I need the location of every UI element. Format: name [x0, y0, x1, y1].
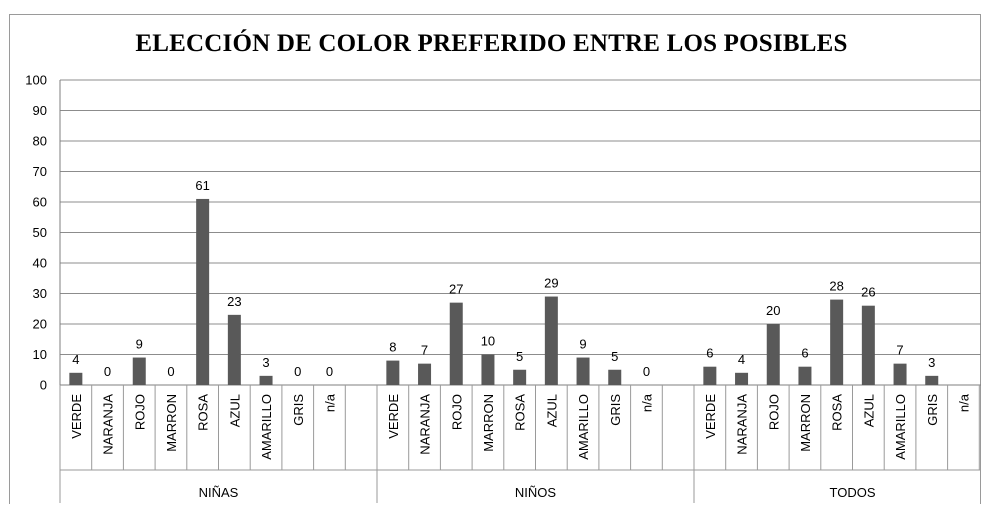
data-label: 9 [136, 337, 143, 352]
data-label: 28 [829, 279, 843, 294]
category-label: AZUL [544, 394, 559, 427]
bar [259, 375, 273, 385]
category-label: n/a [639, 393, 654, 412]
bar [69, 372, 83, 385]
category-label: ROJO [766, 394, 781, 430]
group-label: NIÑOS [515, 485, 557, 500]
data-label: 6 [706, 346, 713, 361]
category-label: NARANJA [101, 394, 116, 455]
bar [544, 296, 558, 385]
category-label: VERDE [703, 394, 718, 439]
y-tick-label: 30 [33, 286, 47, 301]
data-label: 0 [643, 364, 650, 379]
category-label: ROSA [513, 394, 528, 431]
bar [830, 299, 844, 385]
data-label: 10 [481, 334, 495, 349]
data-label: 6 [801, 346, 808, 361]
bar [227, 314, 241, 385]
category-label: GRIS [608, 394, 623, 426]
data-label: 4 [72, 352, 79, 367]
category-label: VERDE [386, 394, 401, 439]
category-label: GRIS [291, 394, 306, 426]
category-label: n/a [322, 393, 337, 412]
data-label: 0 [104, 364, 111, 379]
bar [766, 324, 780, 385]
bar [925, 375, 939, 385]
category-label: MARRON [798, 394, 813, 452]
bar [703, 366, 717, 385]
data-label: 5 [611, 349, 618, 364]
data-label: 0 [326, 364, 333, 379]
data-label: 27 [449, 282, 463, 297]
category-label: AZUL [861, 394, 876, 427]
y-tick-label: 10 [33, 347, 47, 362]
chart-area [9, 14, 981, 504]
bar [576, 357, 590, 385]
bar [893, 363, 907, 385]
data-label: 4 [738, 352, 745, 367]
category-label: ROJO [132, 394, 147, 430]
data-label: 0 [167, 364, 174, 379]
category-label: n/a [956, 393, 971, 412]
category-label: AMARILLO [893, 394, 908, 460]
bar [196, 198, 210, 385]
y-tick-label: 40 [33, 256, 47, 271]
category-label: AMARILLO [259, 394, 274, 460]
bar [481, 354, 495, 385]
data-label: 0 [294, 364, 301, 379]
data-label: 8 [389, 340, 396, 355]
data-label: 29 [544, 276, 558, 291]
data-label: 26 [861, 285, 875, 300]
category-label: GRIS [925, 394, 940, 426]
data-label: 23 [227, 294, 241, 309]
category-label: ROSA [196, 394, 211, 431]
category-label: ROSA [830, 394, 845, 431]
bar [608, 369, 622, 385]
data-label: 61 [195, 178, 209, 193]
category-label: MARRON [164, 394, 179, 452]
data-label: 3 [262, 355, 269, 370]
category-label: NARANJA [418, 394, 433, 455]
bar [449, 302, 463, 385]
data-label: 5 [516, 349, 523, 364]
group-label: NIÑAS [199, 485, 239, 500]
bar [735, 372, 749, 385]
category-label: ROJO [449, 394, 464, 430]
data-label: 9 [579, 337, 586, 352]
data-label: 3 [928, 355, 935, 370]
category-label: MARRON [481, 394, 496, 452]
y-tick-label: 80 [33, 134, 47, 149]
data-label: 7 [896, 343, 903, 358]
bar [418, 363, 432, 385]
y-tick-label: 60 [33, 195, 47, 210]
y-tick-label: 20 [33, 317, 47, 332]
bar [386, 360, 400, 385]
y-tick-label: 50 [33, 225, 47, 240]
bar [513, 369, 527, 385]
data-label: 20 [766, 303, 780, 318]
y-tick-label: 0 [40, 378, 47, 393]
bar [861, 305, 875, 385]
category-label: AZUL [227, 394, 242, 427]
category-label: VERDE [69, 394, 84, 439]
group-label: TODOS [830, 485, 876, 500]
category-label: AMARILLO [576, 394, 591, 460]
y-tick-label: 90 [33, 103, 47, 118]
y-tick-label: 70 [33, 164, 47, 179]
bar [798, 366, 812, 385]
category-label: NARANJA [735, 394, 750, 455]
bar [132, 357, 146, 385]
data-label: 7 [421, 343, 428, 358]
y-tick-label: 100 [25, 73, 47, 88]
chart-title: ELECCIÓN DE COLOR PREFERIDO ENTRE LOS PO… [135, 30, 848, 57]
